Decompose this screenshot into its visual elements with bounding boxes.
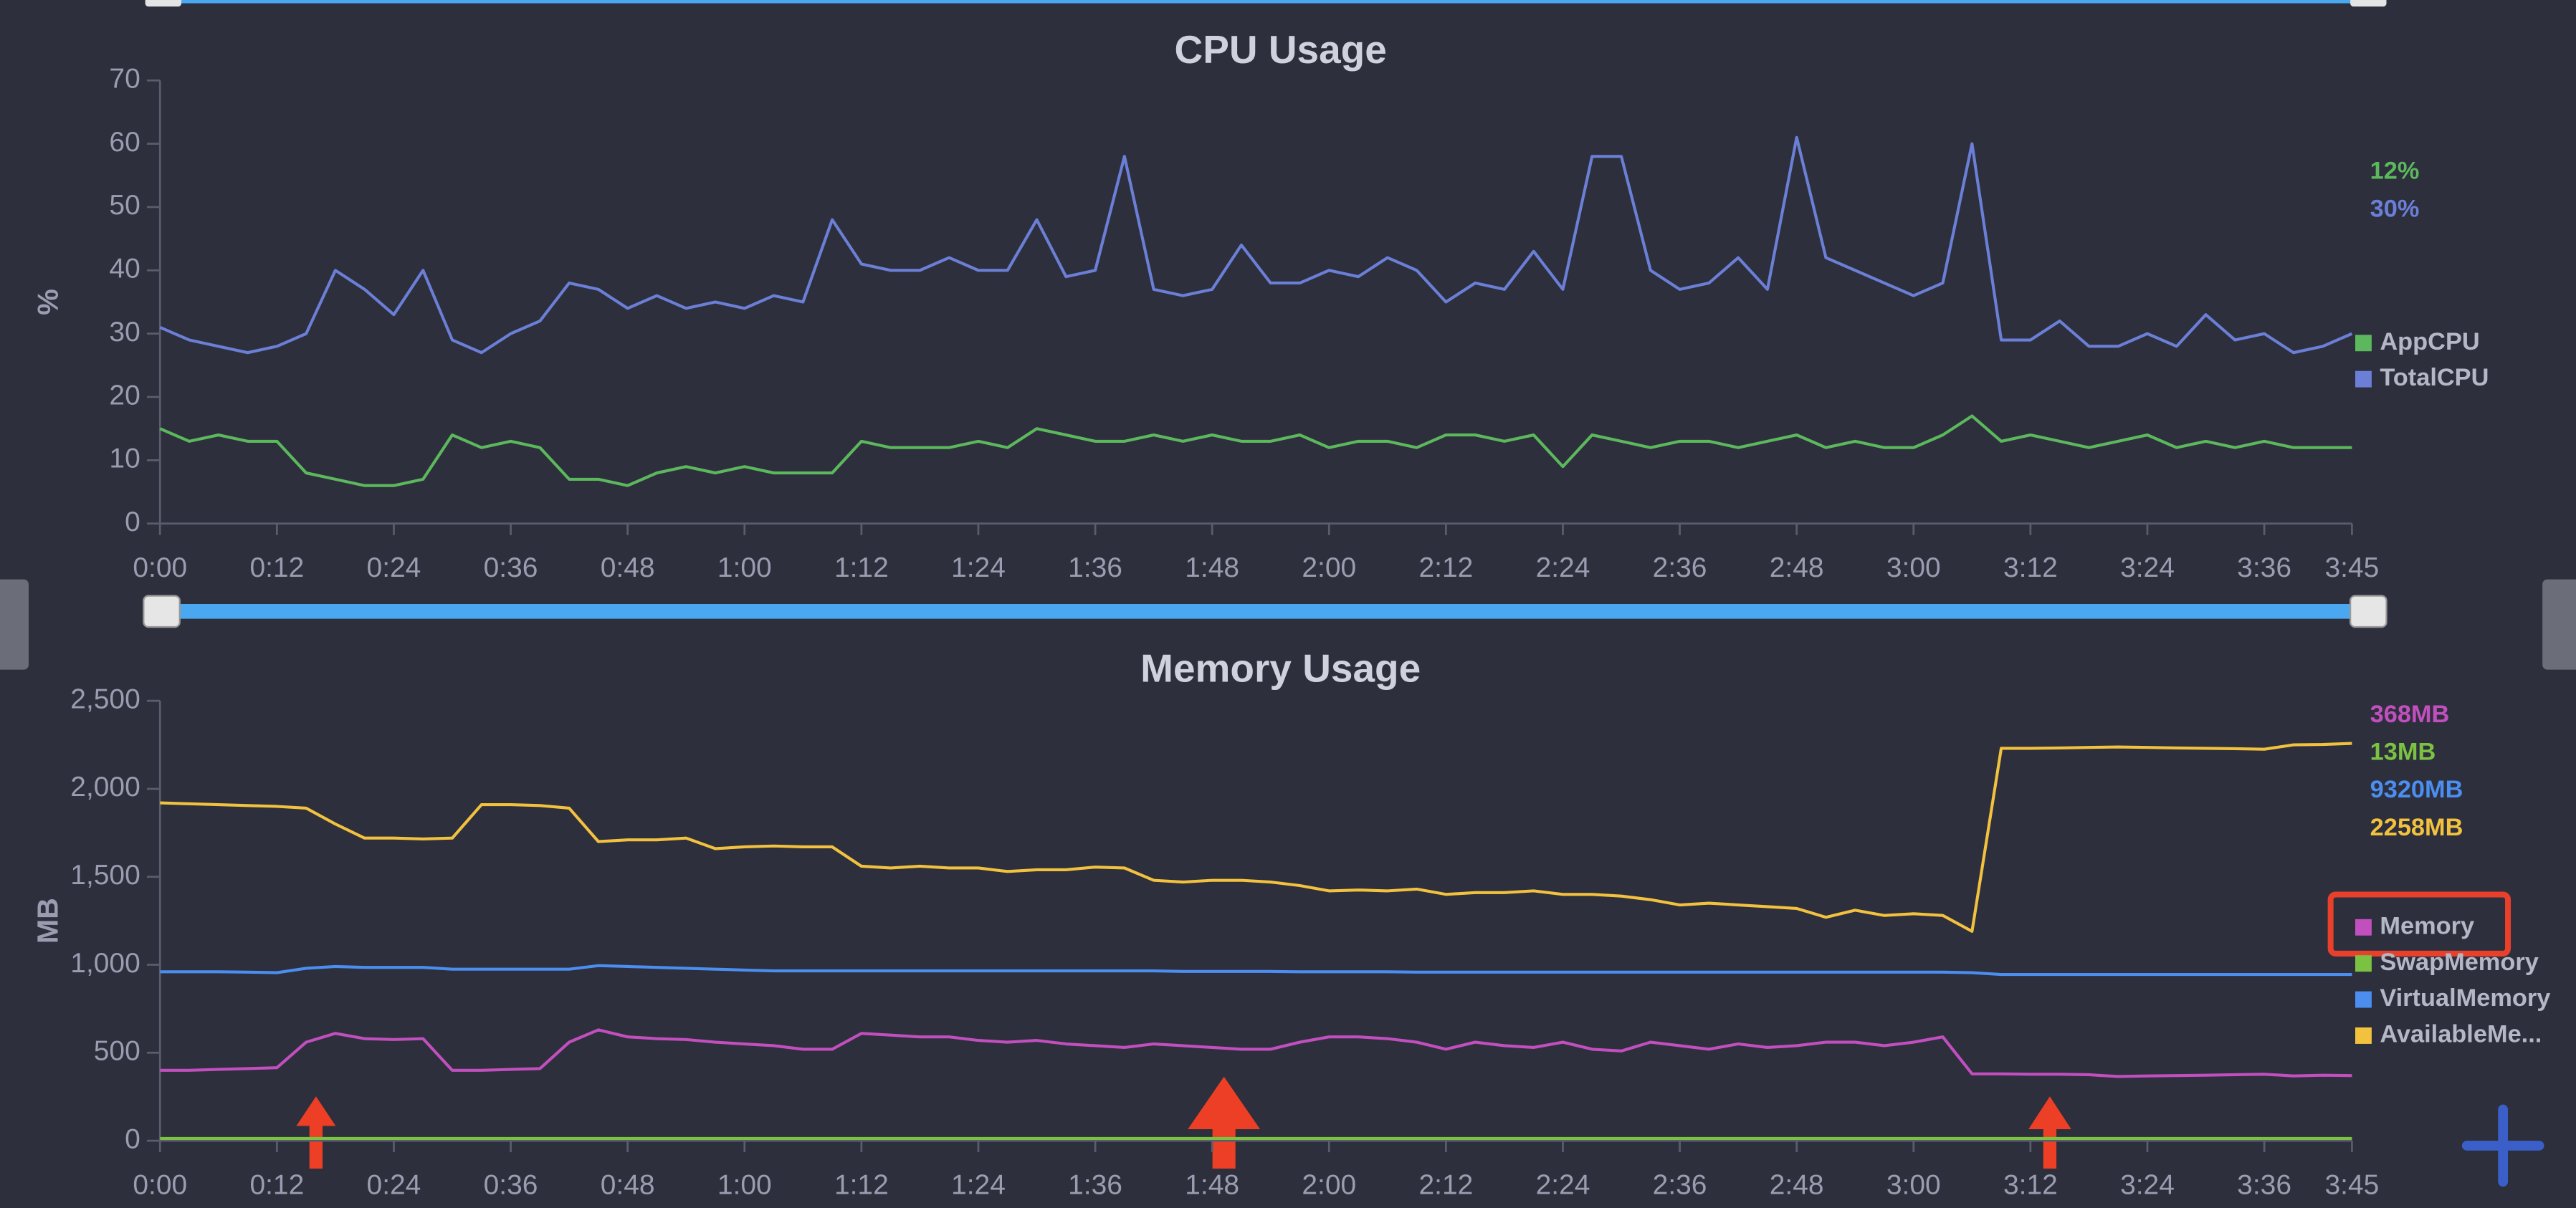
x-tick-label: 1:36 <box>1068 552 1122 583</box>
y-tick-label: 10 <box>109 444 140 474</box>
slider-handle[interactable] <box>2350 0 2387 7</box>
x-tick-label: 2:48 <box>1770 1170 1824 1201</box>
range-slider-top[interactable] <box>160 0 2369 4</box>
slider-handle[interactable] <box>143 595 181 628</box>
x-tick-label: 1:48 <box>1185 1170 1239 1201</box>
x-tick-label: 0:12 <box>249 552 304 583</box>
y-tick-label: 2,000 <box>70 772 140 802</box>
arrow <box>2028 1096 2071 1169</box>
legend-label: AppCPU <box>2380 328 2479 355</box>
y-axis-label: MB <box>32 898 65 944</box>
x-tick-label: 3:12 <box>2003 552 2058 583</box>
x-tick-label: 1:24 <box>951 552 1006 583</box>
y-tick-label: 70 <box>109 64 140 95</box>
y-tick-label: 50 <box>109 190 140 221</box>
x-tick-label: 0:36 <box>484 1170 538 1201</box>
x-tick-label: 3:45 <box>2325 1170 2380 1201</box>
legend-swatch <box>2355 991 2372 1008</box>
x-tick-label: 1:12 <box>834 1170 889 1201</box>
series-line <box>160 964 2352 977</box>
current-value: 368MB <box>2370 701 2450 728</box>
x-tick-label: 2:24 <box>1536 1170 1590 1201</box>
series-line <box>159 414 2352 487</box>
legend-label: VirtualMemory <box>2380 984 2550 1012</box>
y-tick-label: 0 <box>125 1123 140 1154</box>
current-value: 9320MB <box>2370 776 2463 803</box>
legend-label: TotalCPU <box>2380 364 2489 391</box>
x-tick-label: 1:48 <box>1185 552 1239 583</box>
x-tick-label: 2:36 <box>1653 552 1707 583</box>
range-slider[interactable] <box>160 604 2369 619</box>
x-tick-label: 0:48 <box>601 1170 655 1201</box>
y-tick-label: 20 <box>109 380 140 411</box>
add-button[interactable] <box>2461 1104 2544 1187</box>
side-tab-right[interactable] <box>2542 579 2576 670</box>
legend-swatch <box>2355 370 2372 388</box>
x-tick-label: 1:36 <box>1068 1170 1122 1201</box>
y-tick-label: 2,500 <box>70 684 140 714</box>
x-tick-label: 2:36 <box>1653 1170 1707 1201</box>
x-tick-label: 1:00 <box>717 552 772 583</box>
x-tick-label: 1:12 <box>834 552 889 583</box>
slider-handle[interactable] <box>2349 595 2387 628</box>
x-tick-label: 1:00 <box>717 1170 772 1201</box>
x-tick-label: 3:24 <box>2120 552 2175 583</box>
series-line <box>160 1028 2352 1078</box>
x-tick-label: 0:48 <box>601 552 655 583</box>
x-tick-label: 3:36 <box>2237 552 2291 583</box>
x-tick-label: 0:12 <box>249 1170 304 1201</box>
x-tick-label: 3:00 <box>1886 552 1941 583</box>
x-tick-label: 3:00 <box>1886 1170 1941 1201</box>
x-tick-label: 1:24 <box>951 1170 1006 1201</box>
x-tick-label: 3:45 <box>2325 552 2380 583</box>
x-tick-label: 0:00 <box>133 1170 187 1201</box>
x-tick-label: 2:12 <box>1418 552 1473 583</box>
y-tick-label: 60 <box>109 127 140 158</box>
current-value: 13MB <box>2370 739 2436 766</box>
x-tick-label: 3:12 <box>2003 1170 2058 1201</box>
chart-title: Memory Usage <box>1140 646 1421 690</box>
y-tick-label: 30 <box>109 317 140 347</box>
highlight-box <box>2327 891 2511 957</box>
legend-swatch <box>2355 1027 2372 1044</box>
y-axis-label: % <box>32 289 65 315</box>
current-value: 30% <box>2370 195 2420 222</box>
y-tick-label: 0 <box>125 507 140 537</box>
x-tick-label: 2:24 <box>1536 552 1590 583</box>
x-tick-label: 2:00 <box>1302 1170 1356 1201</box>
series-line <box>160 742 2352 933</box>
arrow <box>1188 1076 1261 1169</box>
x-tick-label: 3:36 <box>2237 1170 2291 1201</box>
legend-swatch <box>2355 955 2372 972</box>
x-tick-label: 3:24 <box>2120 1170 2175 1201</box>
side-tab-left[interactable] <box>0 579 29 670</box>
y-tick-label: 1,500 <box>70 860 140 891</box>
y-tick-label: 500 <box>94 1036 140 1067</box>
legend-swatch <box>2355 919 2372 936</box>
legend-label: Memory <box>2380 912 2474 939</box>
y-tick-label: 40 <box>109 254 140 284</box>
annotation-arrows <box>296 1076 2071 1169</box>
x-tick-label: 0:24 <box>367 1170 421 1201</box>
slider-handle[interactable] <box>145 0 182 7</box>
x-tick-label: 0:36 <box>484 552 538 583</box>
chart-title: CPU Usage <box>1175 27 1387 72</box>
legend-label: SwapMemory <box>2380 949 2539 976</box>
legend-label: AvailableMe... <box>2380 1021 2542 1048</box>
current-value: 2258MB <box>2370 814 2463 841</box>
x-tick-label: 0:24 <box>367 552 421 583</box>
arrow <box>296 1096 336 1169</box>
y-tick-label: 1,000 <box>70 948 140 979</box>
x-tick-label: 2:00 <box>1302 552 1356 583</box>
series-line <box>159 135 2353 355</box>
x-tick-label: 0:00 <box>133 552 187 583</box>
x-tick-label: 2:12 <box>1418 1170 1473 1201</box>
current-value: 12% <box>2370 158 2420 185</box>
legend-swatch <box>2355 335 2372 352</box>
x-tick-label: 2:48 <box>1770 552 1824 583</box>
